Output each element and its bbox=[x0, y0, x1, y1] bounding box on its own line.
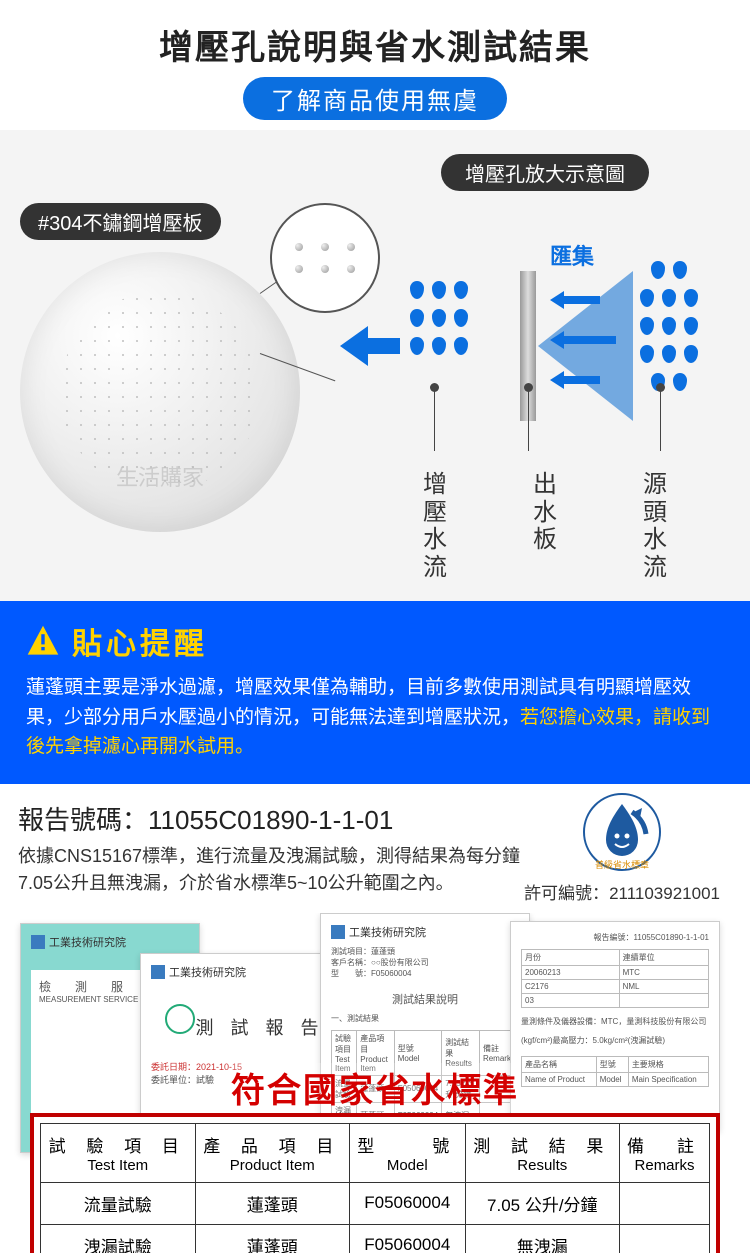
cert-number-line: 許可編號：211103921001 bbox=[524, 879, 720, 904]
svg-text:普級省水標章: 普級省水標章 bbox=[595, 859, 649, 870]
cert-badge: 普級省水標章 許可編號：211103921001 bbox=[524, 792, 720, 904]
left-label-pill: #304不鏽鋼增壓板 bbox=[20, 203, 221, 240]
table-row: 流量試驗蓮蓬頭F050600047.05 公升/分鐘 bbox=[41, 1182, 710, 1224]
result-table: 試 驗 項 目Test Item 產 品 項 目Product Item 型 號… bbox=[40, 1123, 710, 1253]
notice-body: 蓮蓬頭主要是淨水過濾，增壓效果僅為輔助，目前多數使用測試具有明顯增壓效果，少部分… bbox=[26, 673, 724, 761]
col-label-3: 源頭水流 bbox=[643, 471, 667, 581]
header: 增壓孔說明與省水測試結果 了解商品使用無虞 bbox=[0, 0, 750, 130]
diagram-left: #304不鏽鋼增壓板 生活購家 bbox=[20, 203, 340, 532]
result-table-wrap: 試 驗 項 目Test Item 產 品 項 目Product Item 型 號… bbox=[30, 1113, 720, 1253]
notice-title: 貼心提醒 bbox=[72, 619, 208, 663]
right-label-pill: 增壓孔放大示意圖 bbox=[441, 154, 649, 191]
warning-icon bbox=[26, 624, 60, 658]
compliance-title: 符合國家省水標準 bbox=[231, 1063, 519, 1112]
watermark-text: 生活購家 bbox=[116, 460, 204, 492]
leader-line bbox=[434, 391, 435, 451]
doc-report-title: 測 試 報 告 bbox=[151, 1004, 329, 1040]
leader-line bbox=[660, 391, 661, 451]
leader-line bbox=[528, 391, 529, 451]
zoom-circle bbox=[270, 203, 380, 313]
cone-arrows bbox=[550, 291, 616, 389]
documents-collage: 工業技術研究院 檢 測 服 務 MEASUREMENT SERVICE 工業技術… bbox=[0, 913, 750, 1253]
notice-box: 貼心提醒 蓮蓬頭主要是淨水過濾，增壓效果僅為輔助，目前多數使用測試具有明顯增壓效… bbox=[0, 601, 750, 783]
column-labels: 增壓水流 出水板 源頭水流 bbox=[360, 471, 730, 581]
cert-number: 211103921001 bbox=[609, 884, 720, 903]
water-cert-icon: 普級省水標章 bbox=[582, 792, 662, 872]
col-label-2: 出水板 bbox=[533, 471, 557, 581]
notice-header: 貼心提醒 bbox=[26, 619, 724, 663]
drops-output bbox=[410, 281, 468, 355]
report-section: 報告號碼：11055C01890-1-1-01 依據CNS15167標準，進行流… bbox=[0, 784, 750, 897]
flow-area: 匯集 bbox=[360, 211, 730, 471]
doc-spec: 報告編號：11055C01890-1-1-01 月份連續單位 20060213M… bbox=[510, 921, 720, 1131]
drops-source bbox=[640, 261, 698, 391]
diagram-right: 增壓孔放大示意圖 匯集 bbox=[360, 154, 730, 581]
table-row: 洩漏試驗蓮蓬頭F05060004無洩漏 bbox=[41, 1224, 710, 1253]
report-number: 11055C01890-1-1-01 bbox=[148, 805, 393, 835]
page-title: 增壓孔說明與省水測試結果 bbox=[0, 20, 750, 69]
collect-label: 匯集 bbox=[550, 239, 594, 271]
diagram-section: #304不鏽鋼增壓板 生活購家 增壓孔放大示意圖 匯集 bbox=[0, 130, 750, 601]
cert-label: 許可編號： bbox=[524, 884, 609, 903]
arrow-left-icon bbox=[340, 321, 400, 371]
doc-side-table: 月份連續單位 20060213MTC C2176NML 03 bbox=[521, 949, 709, 1008]
col-label-1: 增壓水流 bbox=[423, 471, 447, 581]
report-description: 依據CNS15167標準，進行流量及洩漏試驗，測得結果為每分鐘7.05公升且無洩… bbox=[18, 843, 548, 897]
report-label: 報告號碼： bbox=[18, 805, 148, 835]
shower-plate: 生活購家 bbox=[20, 252, 300, 532]
table-header-row: 試 驗 項 目Test Item 產 品 項 目Product Item 型 號… bbox=[41, 1123, 710, 1182]
subtitle-pill: 了解商品使用無虞 bbox=[243, 77, 507, 120]
